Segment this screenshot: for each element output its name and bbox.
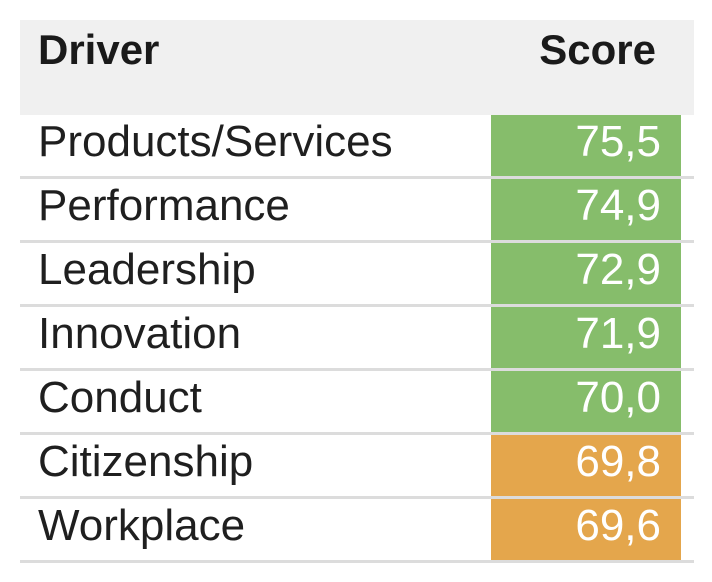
table-body: Products/Services 75,5 Performance 74,9 Lead… [20, 115, 694, 563]
score-value: 71,9 [575, 309, 661, 358]
table-row: Products/Services 75,5 [20, 115, 694, 176]
table-header: Driver Score [20, 20, 694, 115]
driver-name: Products/Services [38, 117, 393, 166]
score-value: 69,8 [575, 437, 661, 486]
table-row: Workplace 69,6 [20, 496, 694, 563]
driver-name: Citizenship [38, 437, 254, 486]
table-row: Performance 74,9 [20, 176, 694, 240]
driver-name: Performance [38, 181, 290, 230]
driver-name: Leadership [38, 245, 256, 294]
driver-name: Innovation [38, 309, 242, 358]
score-value: 70,0 [575, 373, 661, 422]
driver-name: Workplace [38, 501, 246, 550]
driver-score-table: Driver Score Products/Services 75,5 Perfor… [20, 20, 694, 563]
score-value: 72,9 [575, 245, 661, 294]
score-cell: 71,9 [491, 307, 681, 368]
score-cell: 69,6 [491, 499, 681, 560]
score-cell: 75,5 [491, 115, 681, 176]
score-value: 75,5 [575, 117, 661, 166]
score-cell: 70,0 [491, 371, 681, 432]
column-header-driver: Driver [38, 26, 160, 73]
table-row: Innovation 71,9 [20, 304, 694, 368]
table-row: Conduct 70,0 [20, 368, 694, 432]
score-cell: 69,8 [491, 435, 681, 496]
table-row: Leadership 72,9 [20, 240, 694, 304]
score-value: 69,6 [575, 501, 661, 550]
score-cell: 74,9 [491, 179, 681, 240]
table-row: Citizenship 69,8 [20, 432, 694, 496]
score-value: 74,9 [575, 181, 661, 230]
column-header-score: Score [539, 26, 656, 73]
driver-name: Conduct [38, 373, 202, 422]
score-cell: 72,9 [491, 243, 681, 304]
